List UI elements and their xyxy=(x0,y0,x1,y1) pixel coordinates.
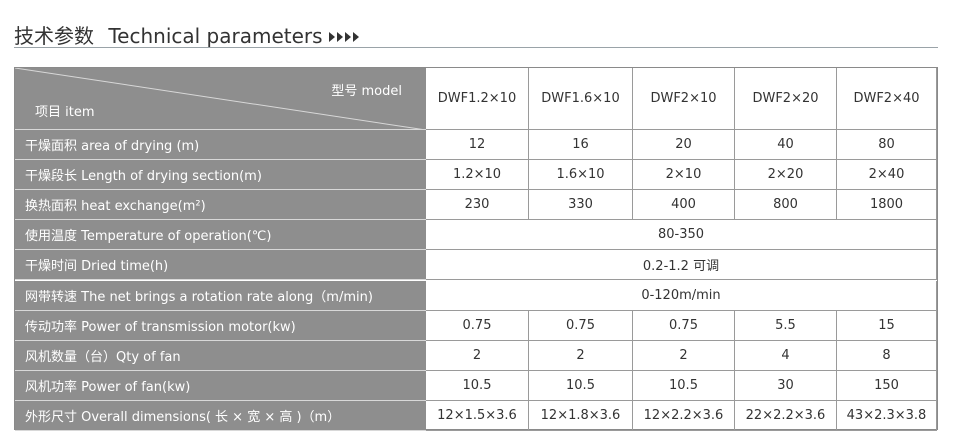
cell: 22×2.2×3.6 xyxy=(735,400,837,431)
cell: 2 xyxy=(426,340,529,371)
title-cn: 技术参数 xyxy=(14,24,94,48)
cell: 0-120m/min xyxy=(426,280,937,311)
cell: 40 xyxy=(735,130,837,161)
cell: 10.5 xyxy=(426,370,529,401)
row-label: 干燥段长 Length of drying section(m) xyxy=(15,160,426,191)
row-label: 传动功率 Power of transmission motor(kw) xyxy=(15,310,426,341)
title-rule xyxy=(14,47,938,48)
cell: 2×40 xyxy=(837,160,937,191)
cell: 400 xyxy=(633,190,735,221)
cell: 43×2.3×3.8 xyxy=(837,400,937,431)
title-en: Technical parameters xyxy=(108,24,323,48)
cell: 2×20 xyxy=(735,160,837,191)
cell: 4 xyxy=(735,340,837,371)
cell: 230 xyxy=(426,190,529,221)
column-header: DWF1.2×10 xyxy=(426,68,529,130)
cell: 330 xyxy=(529,190,633,221)
title: 技术参数 Technical parameters xyxy=(14,20,363,49)
cell: 12×2.2×3.6 xyxy=(633,400,735,431)
cell: 12 xyxy=(426,130,529,161)
arrows xyxy=(328,32,359,42)
row-label: 网带转速 The net brings a rotation rate alon… xyxy=(15,280,426,311)
row-label: 风机数量（台）Qty of fan xyxy=(15,340,426,371)
cell: 2 xyxy=(633,340,735,371)
row-label: 风机功率 Power of fan(kw) xyxy=(15,370,426,401)
row-label: 干燥时间 Dried time(h) xyxy=(15,250,426,281)
cell: 0.75 xyxy=(529,310,633,341)
cell: 800 xyxy=(735,190,837,221)
column-header: DWF1.6×10 xyxy=(529,68,633,130)
cell: 2 xyxy=(529,340,633,371)
row-label: 干燥面积 area of drying (m) xyxy=(15,130,426,161)
cell: 80-350 xyxy=(426,220,937,251)
table: 型号 model 项目 item DWF1.2×10 DWF1.6×10 DWF2×… xyxy=(14,67,938,431)
cell: 15 xyxy=(837,310,937,341)
column-header: DWF2×20 xyxy=(735,68,837,130)
cell: 1.6×10 xyxy=(529,160,633,191)
cell: 80 xyxy=(837,130,937,161)
cell: 0.75 xyxy=(426,310,529,341)
cell: 2×10 xyxy=(633,160,735,191)
corner-item: 项目 item xyxy=(35,105,95,120)
row-label: 使用温度 Temperature of operation(℃) xyxy=(15,220,426,251)
cell: 8 xyxy=(837,340,937,371)
cell: 5.5 xyxy=(735,310,837,341)
cell: 12×1.8×3.6 xyxy=(529,400,633,431)
row-label: 外形尺寸 Overall dimensions( 长 × 宽 × 高 )（m） xyxy=(15,400,426,431)
cell: 0.75 xyxy=(633,310,735,341)
cell: 30 xyxy=(735,370,837,401)
cell: 0.2-1.2 可调 xyxy=(426,250,937,281)
cell: 10.5 xyxy=(633,370,735,401)
cell: 1.2×10 xyxy=(426,160,529,191)
corner-model: 型号 model xyxy=(331,84,402,99)
column-header: DWF2×10 xyxy=(633,68,735,130)
cell: 16 xyxy=(529,130,633,161)
corner-cell: 型号 model 项目 item xyxy=(15,68,426,130)
cell: 150 xyxy=(837,370,937,401)
column-header: DWF2×40 xyxy=(837,68,937,130)
cell: 10.5 xyxy=(529,370,633,401)
row-label: 换热面积 heat exchange(m²) xyxy=(15,190,426,221)
cell: 20 xyxy=(633,130,735,161)
cell: 12×1.5×3.6 xyxy=(426,400,529,431)
diagonal xyxy=(15,68,426,130)
cell: 1800 xyxy=(837,190,937,221)
